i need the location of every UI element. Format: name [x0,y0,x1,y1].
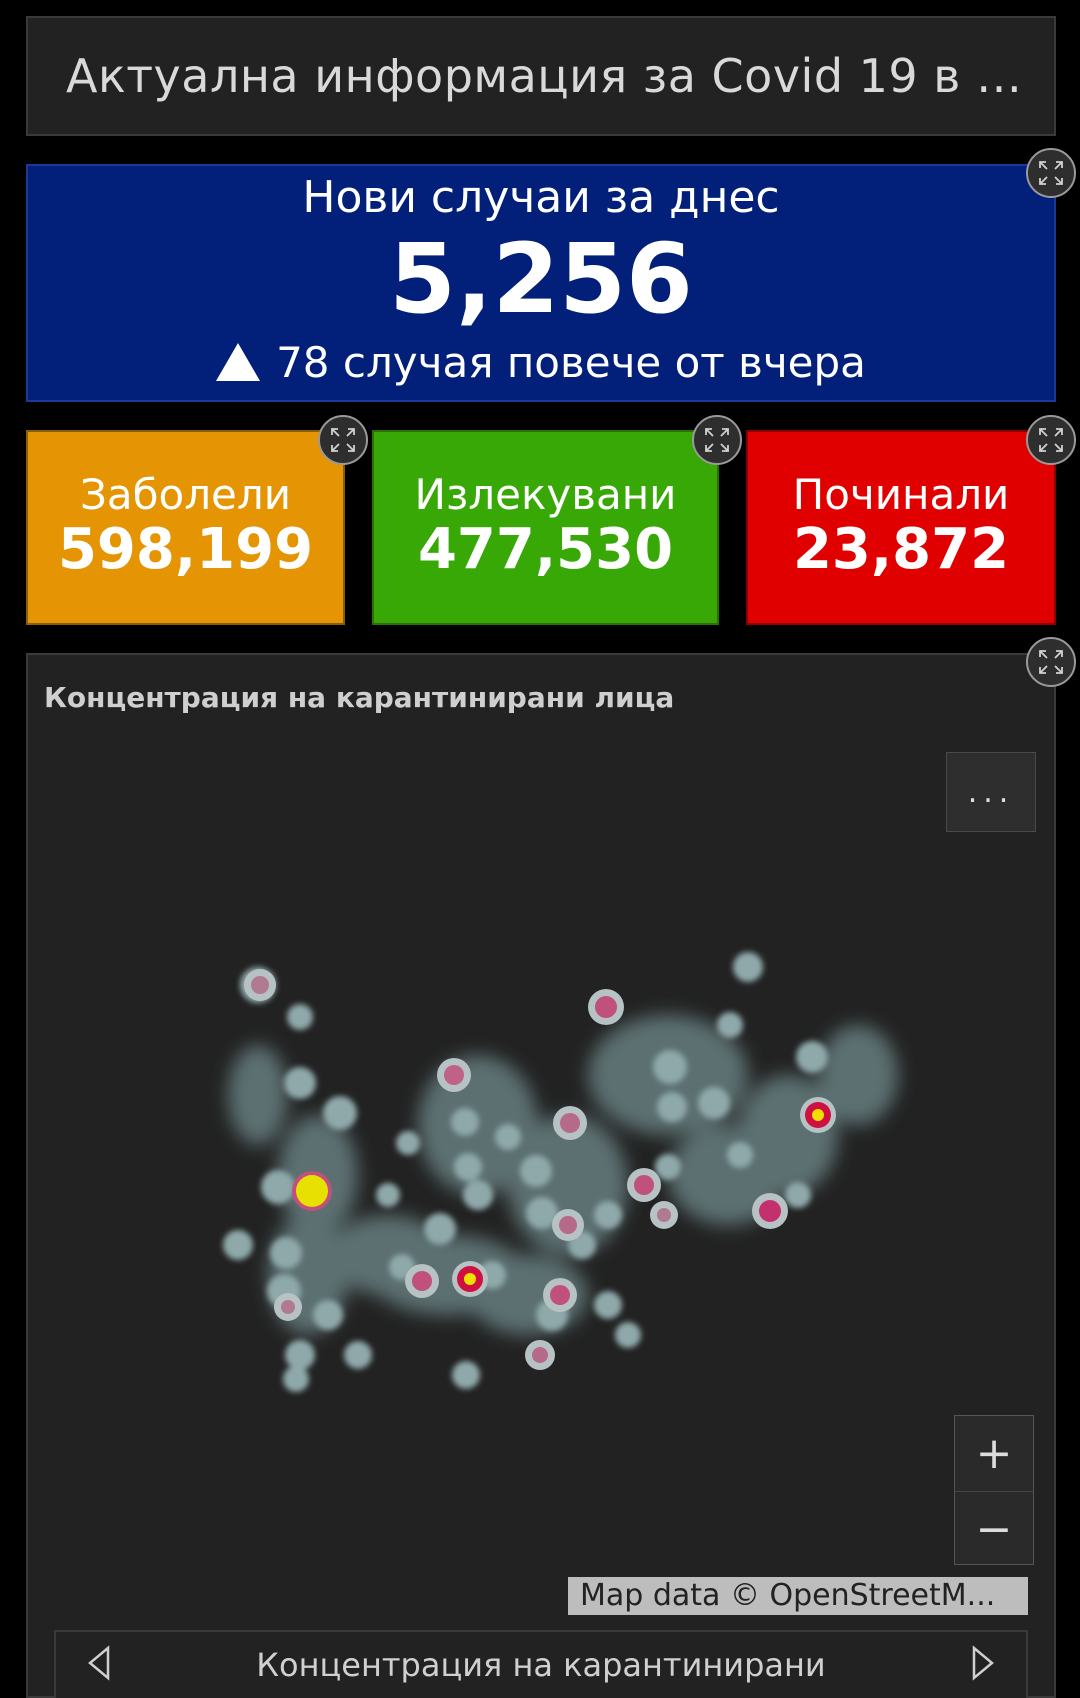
navigator-label: Концентрация на карантинирани [256,1646,826,1684]
next-button[interactable] [970,1645,996,1685]
chevron-right-icon [972,1645,994,1681]
expand-deceased-button[interactable] [1026,415,1076,465]
dashboard-title: Актуална информация за Covid 19 в Б... [66,49,1026,103]
new-cases-trend: 78 случая повече от вчера [28,338,1054,387]
heatmap-points-high [292,1097,836,1297]
recovered-value: 477,530 [417,517,674,583]
new-cases-label: Нови случаи за днес [302,172,780,223]
more-options-button[interactable]: ... [946,752,1036,832]
expand-recovered-button[interactable] [692,415,742,465]
heatmap-points-low [223,952,828,1392]
map-attribution[interactable]: Map data © OpenStreetM... [568,1577,1028,1615]
expand-icon [331,428,355,452]
recovered-indicator: Излекувани 477,530 [372,430,719,625]
expand-new-cases-button[interactable] [1026,148,1076,198]
quarantine-map-panel: Концентрация на карантинирани лица ... +… [26,653,1056,1698]
up-triangle-icon [216,343,261,382]
expand-icon [1039,428,1063,452]
dashboard-title-bar: Актуална информация за Covid 19 в Б... [26,16,1056,136]
infected-value: 598,199 [57,517,314,583]
expand-map-button[interactable] [1026,637,1076,687]
expand-icon [1039,650,1063,674]
zoom-out-button[interactable]: − [955,1491,1033,1566]
deceased-value: 23,872 [792,517,1010,583]
heatmap-layer[interactable] [28,655,1056,1698]
chevron-left-icon [88,1645,110,1681]
heatmap-points-mid [244,969,788,1370]
new-cases-trend-text: 78 случая повече от вчера [276,337,866,387]
expand-icon [1039,161,1063,185]
zoom-control: + − [954,1415,1034,1565]
infected-indicator: Заболели 598,199 [26,430,345,625]
map-title: Концентрация на карантинирани лица [44,681,675,714]
zoom-in-button[interactable]: + [975,1428,1013,1479]
deceased-indicator: Починали 23,872 [746,430,1056,625]
expand-icon [705,428,729,452]
previous-button[interactable] [86,1645,112,1685]
new-cases-indicator: Нови случаи за днес 5,256 78 случая пове… [26,164,1056,402]
recovered-label: Излекувани [414,470,677,520]
expand-infected-button[interactable] [318,415,368,465]
new-cases-value: 5,256 [389,223,693,335]
infected-label: Заболели [79,470,292,520]
layer-navigator: Концентрация на карантинирани [54,1630,1028,1698]
deceased-label: Починали [792,470,1010,520]
